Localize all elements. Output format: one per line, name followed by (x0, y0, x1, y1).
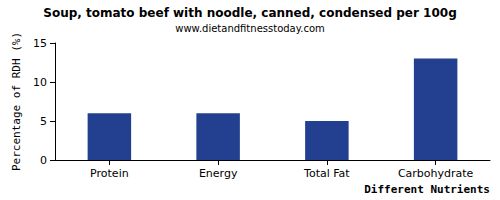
svg-text:Protein: Protein (90, 167, 129, 180)
svg-text:Carbohydrate: Carbohydrate (398, 167, 474, 180)
svg-text:www.dietandfitnesstoday.com: www.dietandfitnesstoday.com (175, 23, 324, 34)
svg-text:Total Fat: Total Fat (303, 167, 350, 180)
svg-text:0: 0 (40, 154, 47, 167)
svg-text:Energy: Energy (199, 167, 238, 180)
svg-text:Percentage of RDH (%): Percentage of RDH (%) (10, 32, 23, 171)
svg-text:15: 15 (33, 37, 47, 50)
svg-text:5: 5 (40, 115, 47, 128)
svg-text:Soup, tomato beef with noodle,: Soup, tomato beef with noodle, canned, c… (43, 6, 456, 20)
svg-text:10: 10 (33, 76, 47, 89)
svg-text:Different Nutrients: Different Nutrients (364, 183, 490, 196)
